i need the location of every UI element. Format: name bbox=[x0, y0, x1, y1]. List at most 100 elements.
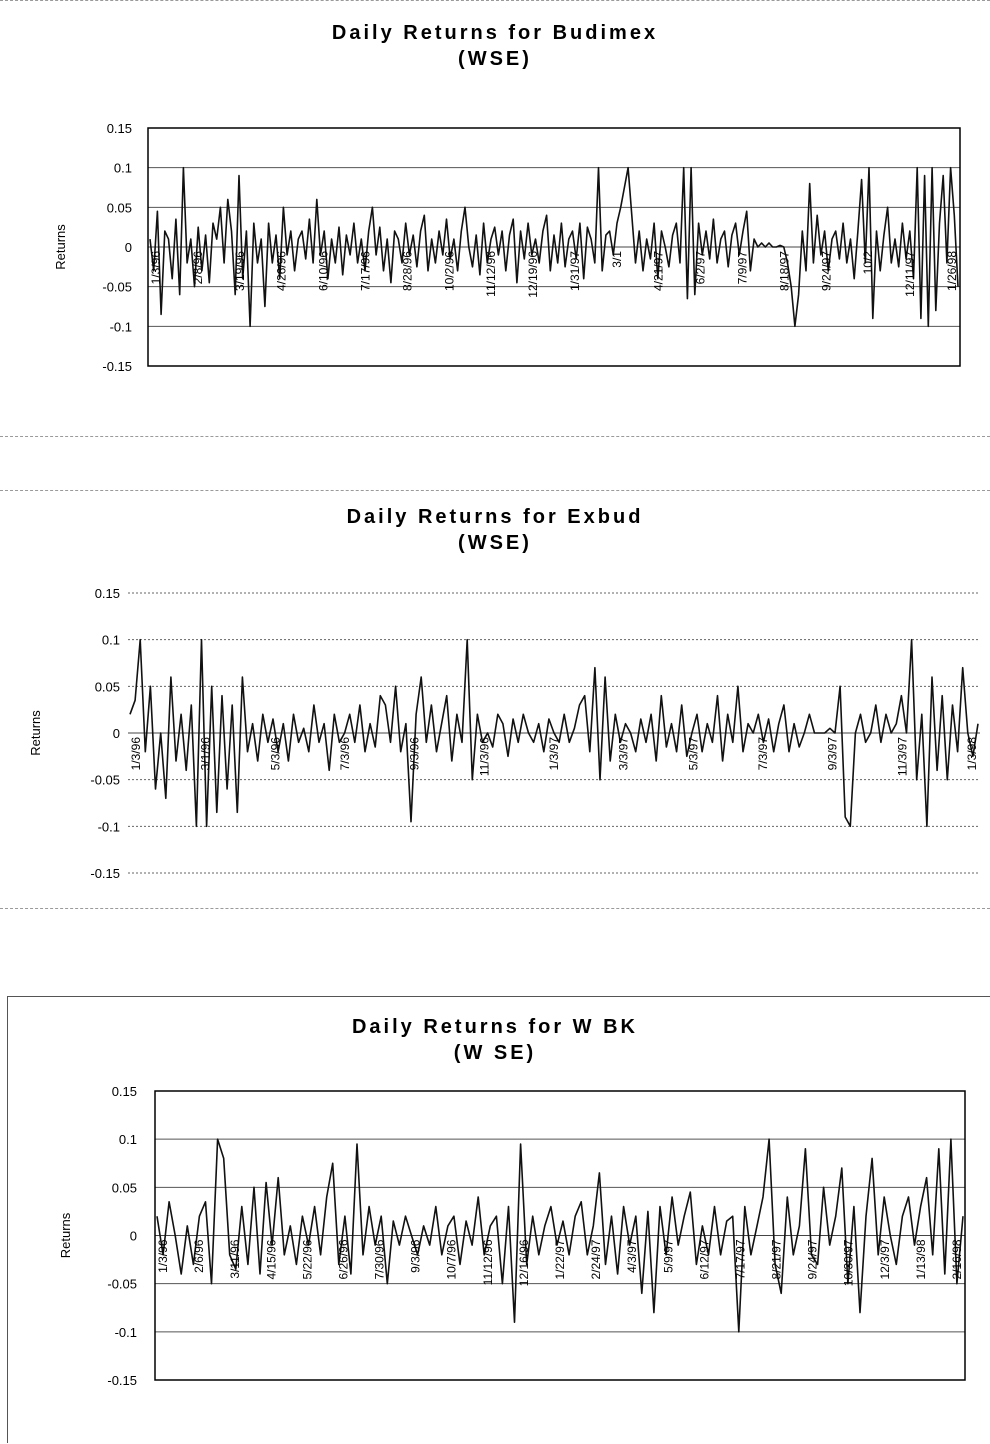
x-tick-label: 1/3/96 bbox=[156, 1239, 170, 1273]
x-tick-label: 2/24/97 bbox=[589, 1239, 603, 1279]
x-tick-label: 2/8/96 bbox=[191, 251, 205, 285]
chart-panel-wbk: Daily Returns for W BK (W SE) bbox=[0, 996, 990, 1444]
x-tick-label: 7/17/96 bbox=[358, 251, 372, 291]
x-tick-label: 3/3/97 bbox=[617, 737, 631, 771]
y-tick-label: -0.1 bbox=[110, 319, 132, 334]
x-tick-label: 9/3/96 bbox=[408, 737, 422, 771]
x-tick-label: 4/15/96 bbox=[264, 1239, 278, 1279]
series-line bbox=[129, 638, 979, 828]
x-tick-label: 5/22/96 bbox=[300, 1239, 314, 1279]
x-tick-label: 5/3/97 bbox=[686, 737, 700, 771]
x-tick-label: 1/3/97 bbox=[547, 737, 561, 771]
x-tick-label: 10/30/97 bbox=[842, 1239, 856, 1286]
y-axis-label: Returns bbox=[58, 1212, 73, 1258]
x-tick-label: 12/11/97 bbox=[903, 251, 917, 297]
chart-wbk: 0.15 0.1 0.05 0 -0.05 -0.1 -0.15 Returns 1/3/96 2… bbox=[58, 1084, 966, 1388]
x-tick-label: 9/3/97 bbox=[826, 737, 840, 771]
x-tick-label: 8/18/97 bbox=[777, 251, 791, 291]
y-tick-label: 0.1 bbox=[102, 633, 120, 648]
x-tick-label: 3/1 bbox=[610, 251, 624, 268]
x-tick-label: 8/21/97 bbox=[770, 1239, 784, 1279]
x-tick-label: 9/24/97 bbox=[819, 251, 833, 291]
chart-title-block: Daily Returns for W BK (W SE) bbox=[0, 1014, 990, 1066]
x-tick-label: 5/9/97 bbox=[661, 1239, 675, 1273]
x-tick-label: 7/9/97 bbox=[736, 251, 750, 285]
x-tick-label: 6/2/97 bbox=[694, 251, 708, 285]
x-tick-label: 5/3/96 bbox=[268, 737, 282, 771]
separator-top bbox=[0, 0, 990, 1]
x-tick-label: 3/11/96 bbox=[228, 1239, 242, 1278]
x-tick-label: 1/3/96 bbox=[149, 251, 163, 285]
x-tick-label: 3/19/96 bbox=[233, 251, 247, 291]
y-tick-label: 0 bbox=[113, 726, 120, 741]
y-tick-label: -0.15 bbox=[107, 1373, 137, 1388]
x-tick-label: 7/3/97 bbox=[756, 737, 770, 771]
y-tick-label: 0.05 bbox=[95, 679, 120, 694]
separator-3 bbox=[0, 908, 990, 909]
chart-subtitle: (WSE) bbox=[458, 48, 532, 70]
y-axis-label: Returns bbox=[53, 224, 68, 270]
x-tick-label: 1/13/98 bbox=[914, 1239, 928, 1279]
x-tick-label: 1/3/98 bbox=[965, 737, 979, 771]
chart-budimex: 0.15 0.1 0.05 0 -0.05 -0.1 -0.15 Returns 1/3/96 2… bbox=[53, 121, 961, 374]
x-tick-label: 7/17/97 bbox=[733, 1239, 747, 1279]
x-tick-label: 7/3/96 bbox=[338, 737, 352, 771]
chart-subtitle: (W SE) bbox=[453, 1042, 537, 1064]
y-tick-label: -0.05 bbox=[90, 773, 120, 788]
x-tick-label: 1/3/96 bbox=[129, 737, 143, 771]
x-tick-label: 4/26/96 bbox=[275, 251, 289, 291]
chart-frame-wbk bbox=[7, 996, 990, 1443]
chart-title: Daily Returns for W BK bbox=[351, 1016, 639, 1038]
y-axis-label: Returns bbox=[28, 710, 43, 756]
x-tick-label: 1/31/97 bbox=[568, 251, 582, 291]
x-tick-label: 10/2 bbox=[861, 251, 875, 275]
separator-1 bbox=[0, 436, 990, 437]
x-tick-label: 4/21/97 bbox=[652, 251, 666, 291]
y-tick-label: -0.05 bbox=[102, 280, 132, 295]
x-tick-label: 2/16/98 bbox=[950, 1239, 964, 1279]
x-tick-label: 6/10/96 bbox=[317, 251, 331, 291]
y-tick-label: 0 bbox=[125, 240, 132, 255]
x-tick-label: 10/2/96 bbox=[442, 251, 456, 291]
y-tick-label: -0.1 bbox=[115, 1325, 137, 1340]
y-tick-label: 0.15 bbox=[112, 1084, 137, 1099]
x-tick-label: 12/3/97 bbox=[878, 1239, 892, 1279]
x-tick-label: 11/3/96 bbox=[477, 737, 491, 776]
x-tick-label: 1/22/97 bbox=[553, 1239, 567, 1279]
chart-title: Daily Returns for Exbud bbox=[346, 506, 644, 528]
chart-subtitle: (WSE) bbox=[458, 532, 532, 554]
x-tick-label: 11/12/96 bbox=[484, 251, 498, 297]
chart-title-block: Daily Returns for Budimex (WSE) bbox=[0, 20, 990, 72]
y-tick-label: 0.15 bbox=[107, 121, 132, 136]
separator-2 bbox=[0, 490, 990, 491]
x-tick-label: 7/30/96 bbox=[373, 1239, 387, 1279]
x-tick-label: 6/26/96 bbox=[336, 1239, 350, 1279]
y-tick-label: 0.05 bbox=[112, 1180, 137, 1195]
y-tick-label: 0.1 bbox=[119, 1132, 137, 1147]
x-tick-label: 8/28/96 bbox=[400, 251, 414, 291]
chart-title-block: Daily Returns for Exbud (WSE) bbox=[0, 504, 990, 556]
series-line bbox=[156, 1138, 964, 1333]
x-tick-label: 11/3/97 bbox=[895, 737, 909, 776]
x-tick-label: 10/7/96 bbox=[445, 1239, 459, 1279]
series-line bbox=[149, 166, 959, 328]
y-tick-label: 0.15 bbox=[95, 586, 120, 601]
x-tick-label: 4/3/97 bbox=[625, 1239, 639, 1273]
y-tick-label: 0 bbox=[130, 1229, 137, 1244]
y-tick-label: -0.1 bbox=[98, 819, 120, 834]
x-tick-label: 9/3/96 bbox=[409, 1239, 423, 1273]
x-tick-label: 1/26/98 bbox=[945, 251, 959, 291]
x-tick-label: 6/12/97 bbox=[697, 1239, 711, 1279]
y-tick-label: 0.1 bbox=[114, 161, 132, 176]
chart-panel-budimex: Daily Returns for Budimex (WSE) bbox=[0, 0, 990, 436]
x-tick-label: 11/12/96 bbox=[481, 1239, 495, 1285]
chart-exbud: 0.15 0.1 0.05 0 -0.05 -0.1 -0.15 Returns 1/3/96 3… bbox=[28, 586, 980, 881]
x-tick-label: 3/1/96 bbox=[199, 737, 213, 771]
chart-title: Daily Returns for Budimex bbox=[331, 22, 659, 44]
y-tick-label: -0.05 bbox=[107, 1277, 137, 1292]
x-tick-label: 12/19/96 bbox=[526, 251, 540, 298]
x-tick-label: 2/6/96 bbox=[192, 1239, 206, 1273]
x-tick-label: 9/24/97 bbox=[806, 1239, 820, 1279]
y-tick-label: -0.15 bbox=[90, 866, 120, 881]
chart-panel-exbud: Daily Returns for Exbud (WSE) bbox=[0, 490, 990, 908]
